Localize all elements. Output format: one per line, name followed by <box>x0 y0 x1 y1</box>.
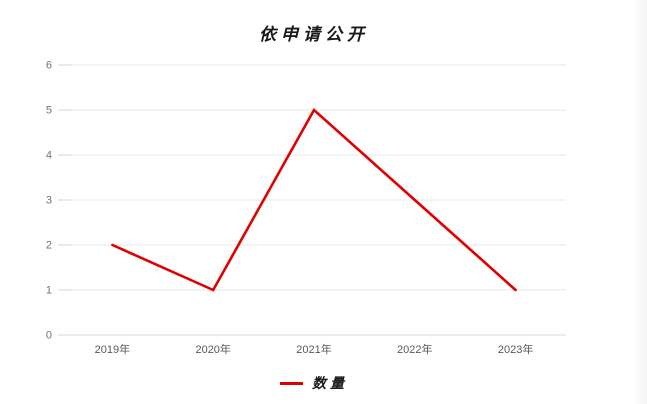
y-tick-label: 1 <box>46 285 52 297</box>
y-tick-label: 3 <box>46 195 52 207</box>
y-tick-label: 0 <box>46 330 52 342</box>
y-tick-label: 5 <box>46 105 52 117</box>
x-tick-label: 2023年 <box>498 342 533 356</box>
legend: 数量 <box>62 372 566 394</box>
x-tick-label: 2021年 <box>296 342 331 356</box>
y-tick-label: 6 <box>46 60 52 72</box>
x-tick-label: 2019年 <box>95 342 130 356</box>
series-line <box>111 107 517 292</box>
x-tick-label: 2022年 <box>397 342 432 356</box>
legend-series-label: 数量 <box>312 376 348 392</box>
chart-title: 依申请公开 <box>259 25 369 45</box>
legend-line-swatch <box>280 381 303 385</box>
y-tick-label: 4 <box>46 150 52 162</box>
x-tick-label: 2020年 <box>195 342 230 356</box>
y-tick-label: 2 <box>46 240 52 252</box>
